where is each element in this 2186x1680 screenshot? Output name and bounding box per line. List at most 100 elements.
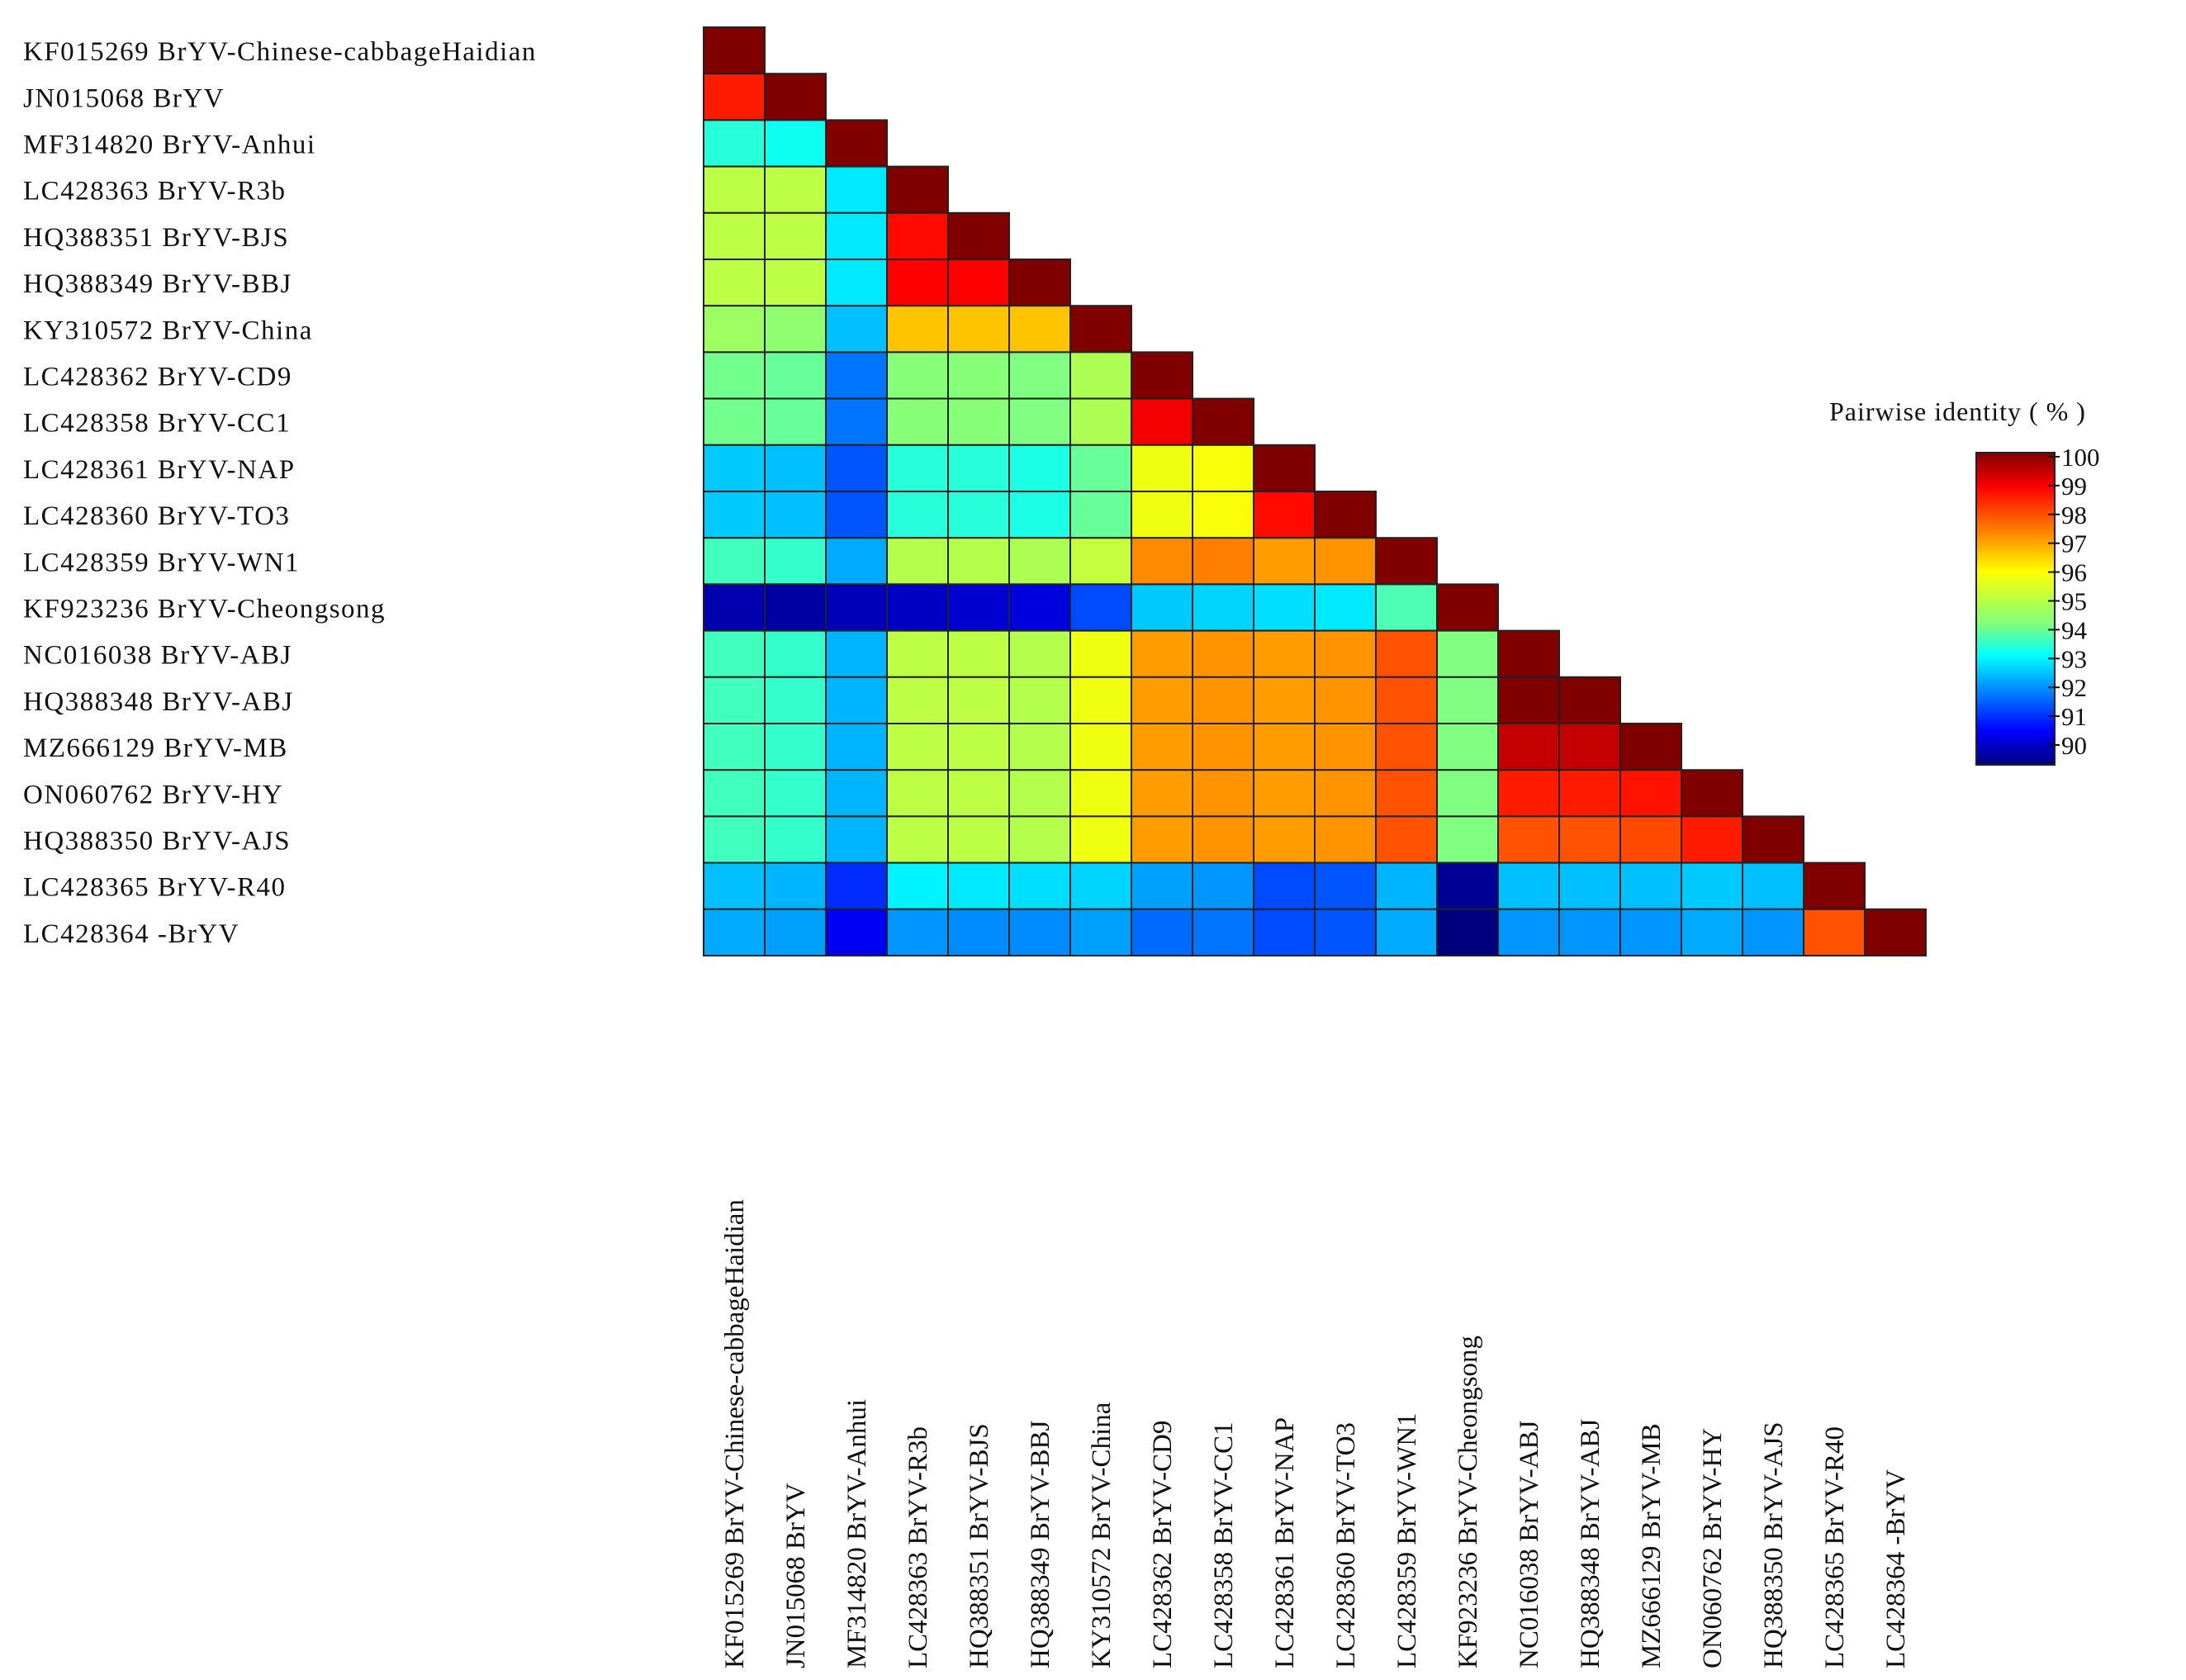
heatmap-cell-r17-c16	[1619, 769, 1682, 818]
heatmap-cell-r15-c13	[1436, 676, 1499, 724]
heatmap-cell-r17-c17	[1681, 769, 1743, 818]
column-label-7: KY310572 BrYV-China	[1087, 1402, 1117, 1668]
heatmap-cell-r20-c5	[947, 908, 1010, 957]
heatmap-cell-r8-c7	[1069, 351, 1132, 400]
heatmap-cell-r15-c7	[1069, 676, 1132, 724]
row-label-16: MZ666129 BrYV-MB	[23, 733, 288, 763]
heatmap-cell-r20-c10	[1253, 908, 1316, 957]
heatmap-cell-r14-c2	[764, 629, 827, 678]
heatmap-cell-r13-c13	[1436, 583, 1499, 632]
heatmap-cell-r15-c6	[1008, 676, 1071, 724]
legend-colorbar	[1975, 452, 2056, 766]
heatmap-cell-r6-c5	[947, 259, 1010, 307]
row-label-17: ON060762 BrYV-HY	[23, 780, 283, 809]
heatmap-cell-r16-c13	[1436, 723, 1499, 771]
heatmap-cell-r7-c7	[1069, 305, 1132, 354]
heatmap-cell-r10-c5	[947, 444, 1010, 492]
heatmap-cell-r20-c9	[1192, 908, 1254, 957]
heatmap-cell-r15-c10	[1253, 676, 1316, 724]
heatmap-cell-r10-c4	[886, 444, 949, 492]
row-label-10: LC428361 BrYV-NAP	[23, 455, 296, 485]
heatmap-cell-r19-c14	[1497, 861, 1560, 910]
heatmap-cell-r13-c1	[703, 583, 766, 632]
heatmap-cell-r20-c6	[1008, 908, 1071, 957]
heatmap-cell-r20-c11	[1314, 908, 1377, 957]
column-label-19: LC428365 BrYV-R40	[1820, 1426, 1850, 1668]
column-label-8: LC428362 BrYV-CD9	[1148, 1421, 1178, 1668]
heatmap-cell-r17-c10	[1253, 769, 1316, 818]
heatmap-cell-r11-c8	[1131, 491, 1193, 539]
column-labels: KF015269 BrYV-Chinese-cabbageHaidian JN01…	[720, 1199, 1911, 1668]
heatmap-cell-r13-c2	[764, 583, 827, 632]
heatmap-cell-r8-c6	[1008, 351, 1071, 400]
heatmap-cell-r18-c1	[703, 815, 766, 864]
row-label-20: LC428364 -BrYV	[23, 919, 239, 949]
heatmap-cell-r15-c1	[703, 676, 766, 724]
heatmap-cell-r17-c2	[764, 769, 827, 818]
row-label-2: JN015068 BrYV	[23, 83, 225, 113]
heatmap-cell-r11-c1	[703, 491, 766, 539]
heatmap-cell-r16-c8	[1131, 723, 1193, 771]
heatmap-cell-r19-c16	[1619, 861, 1682, 910]
heatmap-cell-r14-c9	[1192, 629, 1254, 678]
heatmap-cell-r18-c6	[1008, 815, 1071, 864]
heatmap-cell-r8-c8	[1131, 351, 1193, 400]
heatmap-cell-r18-c15	[1558, 815, 1621, 864]
heatmap-cell-r17-c3	[825, 769, 888, 818]
heatmap-cell-r6-c3	[825, 259, 888, 307]
heatmap-cell-r18-c3	[825, 815, 888, 864]
heatmap-cell-r14-c1	[703, 629, 766, 678]
heatmap-cell-r20-c7	[1069, 908, 1132, 957]
heatmap-cell-r18-c4	[886, 815, 949, 864]
heatmap-cell-r6-c4	[886, 259, 949, 307]
heatmap-cell-r14-c10	[1253, 629, 1316, 678]
column-label-10: LC428361 BrYV-NAP	[1270, 1417, 1300, 1668]
legend-tick-label-95: 95	[2061, 587, 2087, 616]
column-label-12: LC428359 BrYV-WN1	[1392, 1412, 1422, 1668]
heatmap-cell-r17-c1	[703, 769, 766, 818]
heatmap-cell-r19-c6	[1008, 861, 1071, 910]
heatmap-cell-r19-c1	[703, 861, 766, 910]
heatmap-cell-r14-c4	[886, 629, 949, 678]
legend-tick-label-91: 91	[2061, 702, 2087, 731]
heatmap-cell-r11-c10	[1253, 491, 1316, 539]
heatmap-cell-r15-c14	[1497, 676, 1560, 724]
heatmap-cell-r6-c1	[703, 259, 766, 307]
heatmap-cell-r3-c2	[764, 119, 827, 168]
heatmap-cell-r19-c3	[825, 861, 888, 910]
heatmap-cell-r17-c5	[947, 769, 1010, 818]
heatmap-cell-r15-c4	[886, 676, 949, 724]
heatmap-cell-r14-c6	[1008, 629, 1071, 678]
heatmap-cell-r9-c2	[764, 397, 827, 446]
heatmap-cell-r19-c10	[1253, 861, 1316, 910]
heatmap-cell-r17-c8	[1131, 769, 1193, 818]
column-label-9: LC428358 BrYV-CC1	[1209, 1421, 1239, 1668]
heatmap-cell-r16-c11	[1314, 723, 1377, 771]
heatmap-cell-r14-c12	[1375, 629, 1438, 678]
heatmap-cell-r18-c12	[1375, 815, 1438, 864]
heatmap-cell-r7-c2	[764, 305, 827, 354]
heatmap-cell-r19-c13	[1436, 861, 1499, 910]
heatmap-cell-r16-c9	[1192, 723, 1254, 771]
heatmap-cell-r8-c2	[764, 351, 827, 400]
heatmap-cell-r15-c8	[1131, 676, 1193, 724]
heatmap-cell-r5-c3	[825, 211, 888, 260]
heatmap-cell-r10-c6	[1008, 444, 1071, 492]
column-label-6: HQ388349 BrYV-BBJ	[1026, 1420, 1055, 1668]
heatmap-cell-r17-c13	[1436, 769, 1499, 818]
row-label-13: KF923236 BrYV-Cheongsong	[23, 595, 386, 624]
heatmap-cell-r15-c15	[1558, 676, 1621, 724]
heatmap-cell-r12-c3	[825, 537, 888, 586]
heatmap-cell-r12-c9	[1192, 537, 1254, 586]
column-label-13: KF923236 BrYV-Cheongsong	[1453, 1336, 1483, 1668]
heatmap-cell-r13-c7	[1069, 583, 1132, 632]
legend-tick-label-90: 90	[2061, 731, 2087, 760]
heatmap-cell-r4-c1	[703, 165, 766, 214]
heatmap-cell-r18-c7	[1069, 815, 1132, 864]
heatmap-cell-r7-c4	[886, 305, 949, 354]
heatmap-cell-r9-c6	[1008, 397, 1071, 446]
heatmap-cell-r20-c2	[764, 908, 827, 957]
heatmap-cell-r16-c5	[947, 723, 1010, 771]
heatmap-cell-r8-c3	[825, 351, 888, 400]
column-label-3: MF314820 BrYV-Anhui	[842, 1399, 872, 1668]
